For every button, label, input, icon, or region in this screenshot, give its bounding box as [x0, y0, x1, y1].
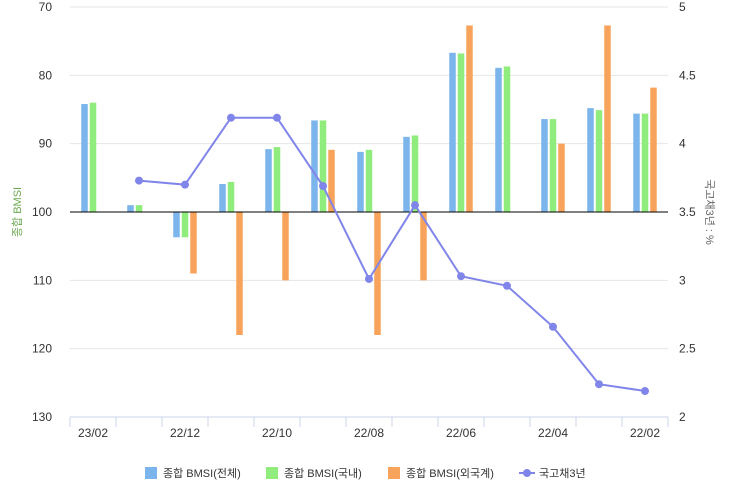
bar — [365, 149, 373, 212]
y-tick-label: 80 — [39, 68, 53, 82]
bar — [236, 212, 243, 335]
bar — [311, 120, 318, 212]
legend-label: 종합 BMSI(국내) — [284, 467, 362, 480]
y-axis-title-left: 종합 BMSI — [11, 187, 24, 237]
bar — [127, 205, 134, 212]
bar — [604, 25, 611, 213]
bar — [328, 149, 335, 212]
bar — [466, 25, 473, 213]
legend-label: 국고채3년 — [539, 467, 586, 480]
y-tick-label: 70 — [39, 0, 53, 14]
bar — [641, 113, 649, 212]
y-axis-title-right: 국고채3년 : % — [703, 179, 716, 245]
rate-point — [273, 113, 281, 122]
legend-label: 종합 BMSI(외국계) — [406, 467, 494, 480]
rate-point — [457, 272, 465, 281]
bar — [227, 181, 235, 212]
y-tick-label: 120 — [32, 342, 52, 356]
bar — [265, 149, 272, 212]
x-tick-label: 23/02 — [78, 426, 108, 440]
bar — [357, 151, 364, 212]
y-axis-right: 2 2.5 3 3.5 4 4.5 5 — [679, 0, 696, 424]
bar — [558, 143, 565, 212]
x-tick-label: 22/12 — [170, 426, 200, 440]
bar — [595, 110, 603, 212]
y2-tick-label: 2 — [679, 410, 686, 424]
bar — [549, 119, 557, 212]
legend: 종합 BMSI(전체) 종합 BMSI(국내) 종합 BMSI(외국계) 국고채3년 — [145, 467, 586, 480]
bar — [219, 183, 226, 212]
y2-tick-label: 5 — [679, 0, 686, 14]
rate-line-group — [135, 113, 649, 396]
legend-marker — [523, 469, 531, 477]
x-axis: 23/02 22/12 22/10 22/08 22/06 22/04 22/02 — [69, 416, 669, 440]
rate-point — [503, 281, 511, 290]
bar — [503, 66, 511, 212]
rate-point — [595, 380, 603, 389]
bar — [420, 212, 427, 281]
rate-line — [138, 116, 646, 393]
bar — [587, 108, 594, 212]
rate-point — [365, 274, 373, 283]
bar — [650, 87, 657, 212]
y-tick-label: 130 — [32, 410, 52, 424]
y-tick-label: 100 — [32, 205, 52, 219]
bar — [282, 212, 289, 281]
bars-group — [81, 25, 657, 335]
bar — [457, 53, 465, 212]
bar — [495, 67, 502, 212]
bar — [173, 212, 180, 238]
bar — [411, 135, 419, 212]
bar — [181, 212, 189, 238]
y2-tick-label: 3 — [679, 273, 686, 287]
rate-point — [319, 182, 327, 191]
bar — [449, 52, 456, 213]
legend-swatch — [266, 467, 278, 479]
bar — [190, 212, 197, 274]
legend-swatch — [145, 467, 157, 479]
x-tick-label: 22/02 — [630, 426, 660, 440]
x-tick-label: 22/08 — [354, 426, 384, 440]
bar — [89, 102, 97, 212]
y-axis-left: 70 80 90 100 110 120 130 — [32, 0, 52, 424]
legend-swatch — [388, 467, 400, 479]
x-tick-label: 22/06 — [446, 426, 476, 440]
bar — [403, 136, 410, 212]
rate-point — [135, 176, 143, 185]
bar — [319, 120, 327, 212]
bar — [135, 205, 143, 212]
bar — [633, 113, 640, 212]
bar — [541, 119, 548, 212]
x-tick-label: 22/10 — [262, 426, 292, 440]
y2-tick-label: 4.5 — [679, 68, 696, 82]
y2-tick-label: 2.5 — [679, 342, 696, 356]
y2-tick-label: 4 — [679, 137, 686, 151]
rate-point — [641, 387, 649, 396]
y-tick-label: 110 — [33, 273, 52, 287]
rate-point — [227, 113, 235, 122]
legend-label: 종합 BMSI(전체) — [163, 467, 241, 480]
x-tick-label: 22/04 — [538, 426, 568, 440]
rate-point — [411, 201, 419, 210]
rate-point — [181, 180, 189, 189]
bar — [374, 212, 381, 335]
y-tick-label: 90 — [39, 137, 53, 151]
bar — [81, 104, 88, 212]
bar — [273, 147, 281, 212]
rate-point — [549, 322, 557, 331]
y2-tick-label: 3.5 — [679, 205, 696, 219]
